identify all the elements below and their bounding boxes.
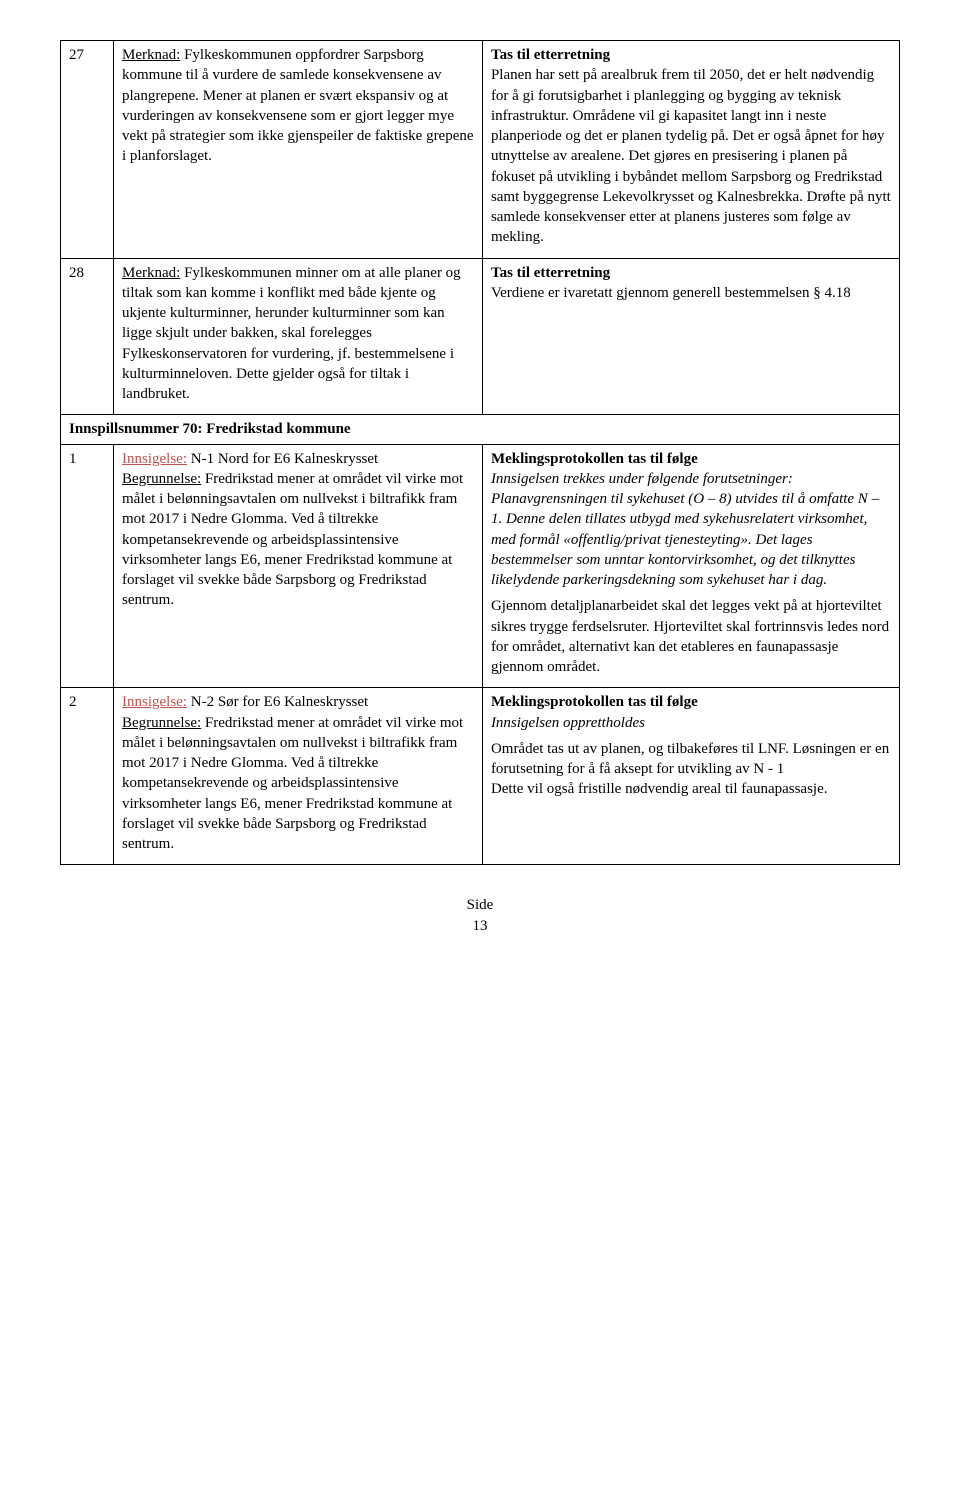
response-head: Tas til etterretning — [491, 47, 610, 63]
response-para: Dette vil også fristille nødvendig areal… — [491, 781, 828, 797]
row-number: 28 — [61, 258, 114, 415]
response-para: Området tas ut av planen, og tilbakeføre… — [491, 741, 889, 777]
row-right: Tas til etterretning Verdiene er ivareta… — [482, 258, 899, 415]
response-italic: Innsigelsen trekkes under følgende forut… — [491, 471, 879, 588]
row-right: Tas til etterretning Planen har sett på … — [482, 41, 899, 259]
begrunnelse-label: Begrunnelse: — [122, 471, 201, 487]
response-head: Meklingsprotokollen tas til følge — [491, 451, 698, 467]
row-left: Innsigelse: N-1 Nord for E6 Kalneskrysse… — [114, 444, 483, 688]
table-row: 1 Innsigelse: N-1 Nord for E6 Kalneskrys… — [61, 444, 900, 688]
response-head: Tas til etterretning — [491, 265, 610, 281]
row-number: 27 — [61, 41, 114, 259]
page-footer: Side 13 — [60, 895, 900, 936]
innsigelse-label: Innsigelse: — [122, 451, 187, 467]
row-left: Merknad: Fylkeskommunen oppfordrer Sarps… — [114, 41, 483, 259]
row-number: 2 — [61, 688, 114, 865]
innsigelse-text: N-1 Nord for E6 Kalneskrysset — [187, 451, 378, 467]
row-left: Innsigelse: N-2 Sør for E6 Kalneskrysset… — [114, 688, 483, 865]
footer-page-number: 13 — [473, 918, 488, 934]
response-para: Gjennom detaljplanarbeidet skal det legg… — [491, 596, 891, 677]
merknad-text: Fylkeskommunen minner om at alle planer … — [122, 265, 461, 403]
merknad-label: Merknad: — [122, 47, 180, 63]
row-right: Meklingsprotokollen tas til følge Innsig… — [482, 688, 899, 865]
document-table: 27 Merknad: Fylkeskommunen oppfordrer Sa… — [60, 40, 900, 865]
table-row: 28 Merknad: Fylkeskommunen minner om at … — [61, 258, 900, 415]
innsigelse-text: N-2 Sør for E6 Kalneskrysset — [187, 694, 368, 710]
response-body: Planen har sett på arealbruk frem til 20… — [491, 67, 891, 245]
response-italic: Innsigelsen opprettholdes — [491, 715, 645, 731]
section-header-row: Innspillsnummer 70: Fredrikstad kommune — [61, 415, 900, 444]
begrunnelse-text: Fredrikstad mener at området vil virke m… — [122, 471, 463, 609]
response-head: Meklingsprotokollen tas til følge — [491, 694, 698, 710]
footer-side-label: Side — [467, 897, 494, 913]
row-number: 1 — [61, 444, 114, 688]
merknad-label: Merknad: — [122, 265, 180, 281]
section-header: Innspillsnummer 70: Fredrikstad kommune — [61, 415, 900, 444]
begrunnelse-label: Begrunnelse: — [122, 715, 201, 731]
merknad-text: Fylkeskommunen oppfordrer Sarpsborg komm… — [122, 47, 474, 164]
response-body: Verdiene er ivaretatt gjennom generell b… — [491, 285, 851, 301]
table-row: 27 Merknad: Fylkeskommunen oppfordrer Sa… — [61, 41, 900, 259]
table-row: 2 Innsigelse: N-2 Sør for E6 Kalneskryss… — [61, 688, 900, 865]
begrunnelse-text: Fredrikstad mener at området vil virke m… — [122, 715, 463, 853]
innsigelse-label: Innsigelse: — [122, 694, 187, 710]
row-right: Meklingsprotokollen tas til følge Innsig… — [482, 444, 899, 688]
row-left: Merknad: Fylkeskommunen minner om at all… — [114, 258, 483, 415]
